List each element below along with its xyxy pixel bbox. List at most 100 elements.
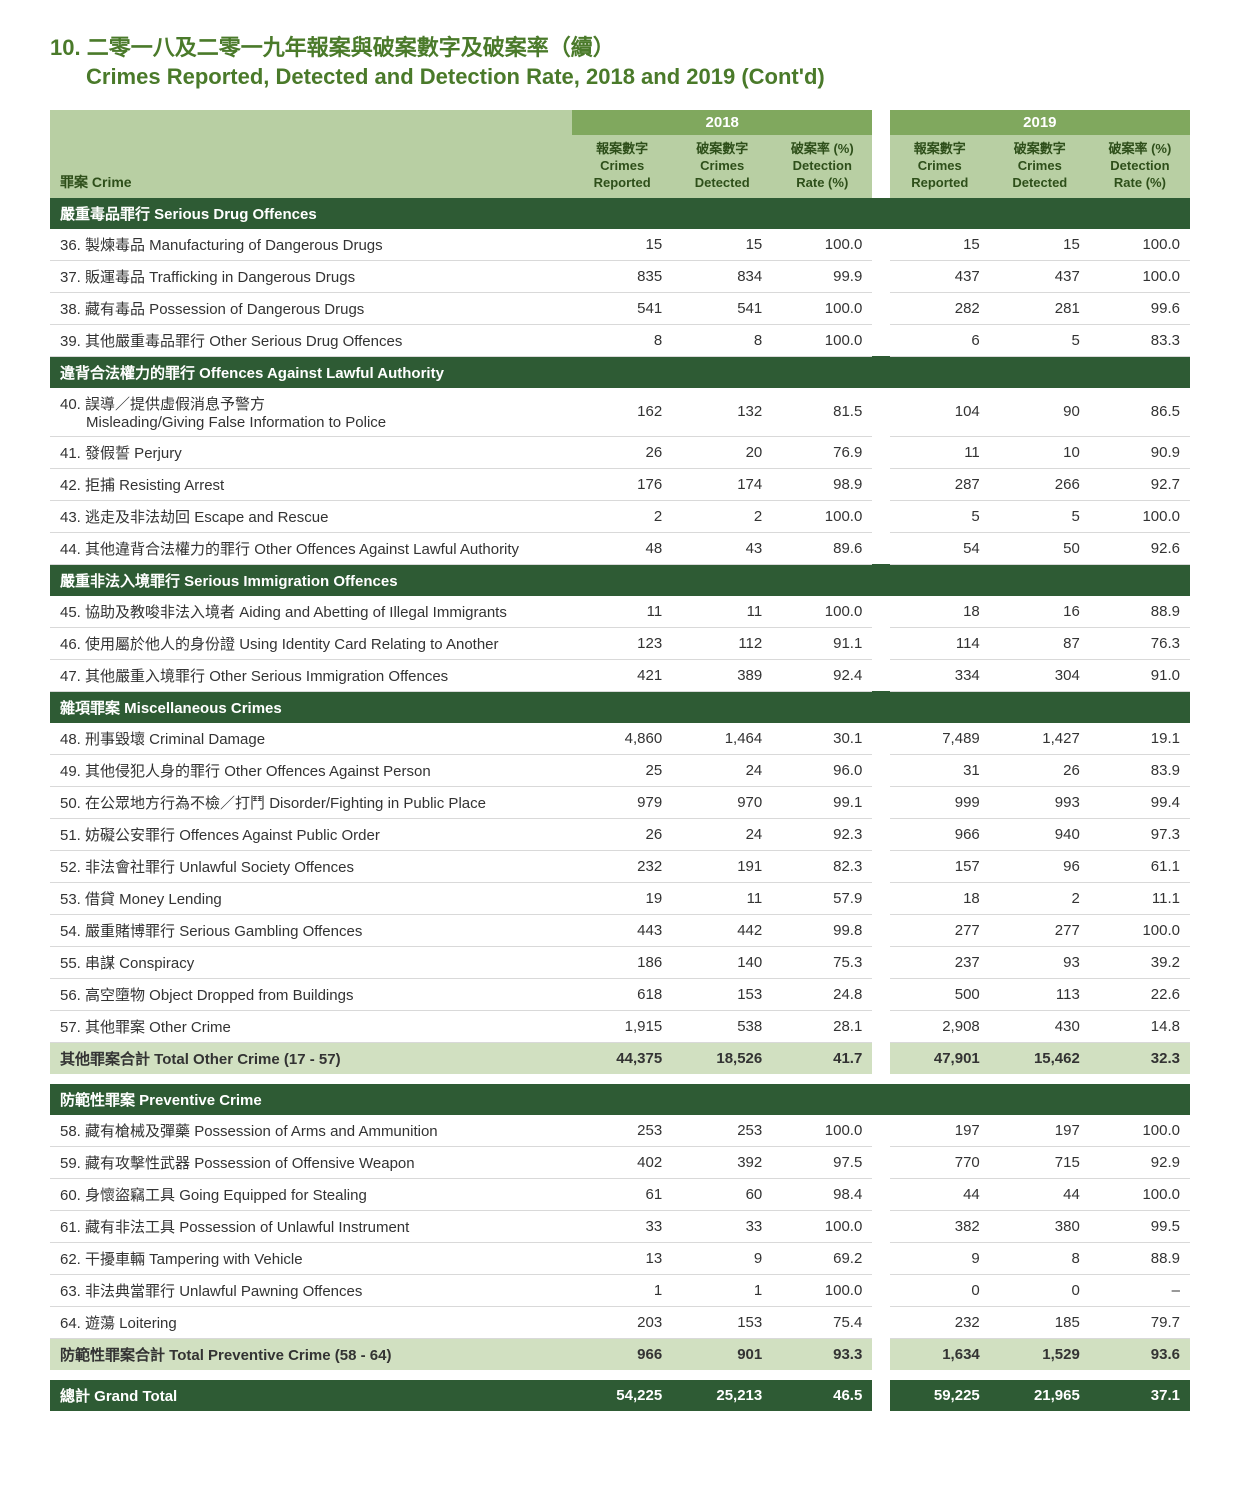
cell-value: 93.3 <box>772 1338 872 1370</box>
cell-value: 2 <box>672 500 772 532</box>
cell-crime-name: 總計 Grand Total <box>50 1380 572 1411</box>
cell-value: 26 <box>572 818 672 850</box>
cell-value: 8 <box>572 324 672 356</box>
cell-crime-name: 51. 妨礙公安罪行 Offences Against Public Order <box>50 818 572 850</box>
data-row: 57. 其他罪案 Other Crime1,91553828.12,908430… <box>50 1010 1190 1042</box>
data-row: 44. 其他違背合法權力的罪行 Other Offences Against L… <box>50 532 1190 564</box>
cell-value: 2 <box>572 500 672 532</box>
data-row: 55. 串謀 Conspiracy18614075.32379339.2 <box>50 946 1190 978</box>
cell-value: 834 <box>672 260 772 292</box>
cell-value: 98.9 <box>772 468 872 500</box>
cell-value: 0 <box>890 1274 990 1306</box>
cell-value: 287 <box>890 468 990 500</box>
cell-value: 79.7 <box>1090 1306 1190 1338</box>
cell-crime-name: 防範性罪案合計 Total Preventive Crime (58 - 64) <box>50 1338 572 1370</box>
cell-value: 100.0 <box>772 500 872 532</box>
section-label: 違背合法權力的罪行 Offences Against Lawful Author… <box>50 356 1190 388</box>
cell-value: 266 <box>990 468 1090 500</box>
cell-crime-name: 39. 其他嚴重毒品罪行 Other Serious Drug Offences <box>50 324 572 356</box>
cell-value: 60 <box>672 1178 772 1210</box>
cell-value: 96.0 <box>772 754 872 786</box>
section-header-row: 防範性罪案 Preventive Crime <box>50 1084 1190 1115</box>
cell-value: 33 <box>672 1210 772 1242</box>
cell-value: 538 <box>672 1010 772 1042</box>
cell-value: 100.0 <box>1090 914 1190 946</box>
cell-value: 1 <box>672 1274 772 1306</box>
cell-value: 1,915 <box>572 1010 672 1042</box>
subtotal-row: 其他罪案合計 Total Other Crime (17 - 57)44,375… <box>50 1042 1190 1074</box>
section-header-row: 嚴重非法入境罪行 Serious Immigration Offences <box>50 564 1190 596</box>
cell-value: 1,634 <box>890 1338 990 1370</box>
cell-value: 83.3 <box>1090 324 1190 356</box>
spacer-row <box>50 1074 1190 1084</box>
cell-crime-name: 54. 嚴重賭博罪行 Serious Gambling Offences <box>50 914 572 946</box>
cell-value: 1,427 <box>990 723 1090 755</box>
cell-value: 437 <box>990 260 1090 292</box>
cell-crime-name: 46. 使用屬於他人的身份證 Using Identity Card Relat… <box>50 627 572 659</box>
cell-value: 97.3 <box>1090 818 1190 850</box>
cell-crime-name: 37. 販運毒品 Trafficking in Dangerous Drugs <box>50 260 572 292</box>
cell-value: 443 <box>572 914 672 946</box>
cell-value: 75.4 <box>772 1306 872 1338</box>
cell-value: 618 <box>572 978 672 1010</box>
cell-value: 93 <box>990 946 1090 978</box>
cell-value: 100.0 <box>772 292 872 324</box>
cell-value: 100.0 <box>772 1274 872 1306</box>
cell-value: 100.0 <box>772 596 872 628</box>
cell-value: 14.8 <box>1090 1010 1190 1042</box>
cell-value: 69.2 <box>772 1242 872 1274</box>
cell-value: 92.7 <box>1090 468 1190 500</box>
cell-value: 47,901 <box>890 1042 990 1074</box>
cell-value: 835 <box>572 260 672 292</box>
cell-value: 100.0 <box>1090 260 1190 292</box>
cell-crime-name: 61. 藏有非法工具 Possession of Unlawful Instru… <box>50 1210 572 1242</box>
header-rate-2018: 破案率 (%)DetectionRate (%) <box>772 135 872 198</box>
cell-value: 2 <box>990 882 1090 914</box>
cell-value: 253 <box>672 1115 772 1147</box>
cell-value: 197 <box>990 1115 1090 1147</box>
cell-value: 430 <box>990 1010 1090 1042</box>
spacer-row <box>50 1370 1190 1380</box>
cell-value: 277 <box>890 914 990 946</box>
cell-value: 11 <box>572 596 672 628</box>
cell-value: 54,225 <box>572 1380 672 1411</box>
cell-value: 11 <box>890 436 990 468</box>
cell-crime-name: 50. 在公眾地方行為不檢／打鬥 Disorder/Fighting in Pu… <box>50 786 572 818</box>
cell-crime-name: 47. 其他嚴重入境罪行 Other Serious Immigration O… <box>50 659 572 691</box>
cell-value: 392 <box>672 1146 772 1178</box>
cell-value: 277 <box>990 914 1090 946</box>
cell-value: 61.1 <box>1090 850 1190 882</box>
cell-value: 19.1 <box>1090 723 1190 755</box>
cell-value: 11 <box>672 882 772 914</box>
cell-value: 185 <box>990 1306 1090 1338</box>
cell-value: 5 <box>990 324 1090 356</box>
cell-value: 24 <box>672 818 772 850</box>
cell-value: 153 <box>672 1306 772 1338</box>
cell-value: 191 <box>672 850 772 882</box>
cell-value: 15 <box>672 229 772 261</box>
cell-crime-name: 48. 刑事毀壞 Criminal Damage <box>50 723 572 755</box>
cell-value: 90 <box>990 388 1090 437</box>
cell-value: 92.3 <box>772 818 872 850</box>
data-row: 48. 刑事毀壞 Criminal Damage4,8601,46430.17,… <box>50 723 1190 755</box>
cell-value: 140 <box>672 946 772 978</box>
cell-value: 44 <box>890 1178 990 1210</box>
header-year-2019: 2019 <box>890 110 1190 135</box>
cell-value: 59,225 <box>890 1380 990 1411</box>
cell-value: 30.1 <box>772 723 872 755</box>
cell-value: 770 <box>890 1146 990 1178</box>
cell-value: 43 <box>672 532 772 564</box>
cell-value: 237 <box>890 946 990 978</box>
data-row: 41. 發假誓 Perjury262076.9111090.9 <box>50 436 1190 468</box>
cell-value: 81.5 <box>772 388 872 437</box>
cell-value: 26 <box>572 436 672 468</box>
cell-value: 541 <box>572 292 672 324</box>
cell-value: 100.0 <box>1090 500 1190 532</box>
cell-value: 993 <box>990 786 1090 818</box>
cell-value: 112 <box>672 627 772 659</box>
data-row: 52. 非法會社罪行 Unlawful Society Offences2321… <box>50 850 1190 882</box>
header-reported-2019: 報案數字CrimesReported <box>890 135 990 198</box>
cell-value: 100.0 <box>772 229 872 261</box>
cell-value: 33 <box>572 1210 672 1242</box>
cell-crime-name: 42. 拒捕 Resisting Arrest <box>50 468 572 500</box>
